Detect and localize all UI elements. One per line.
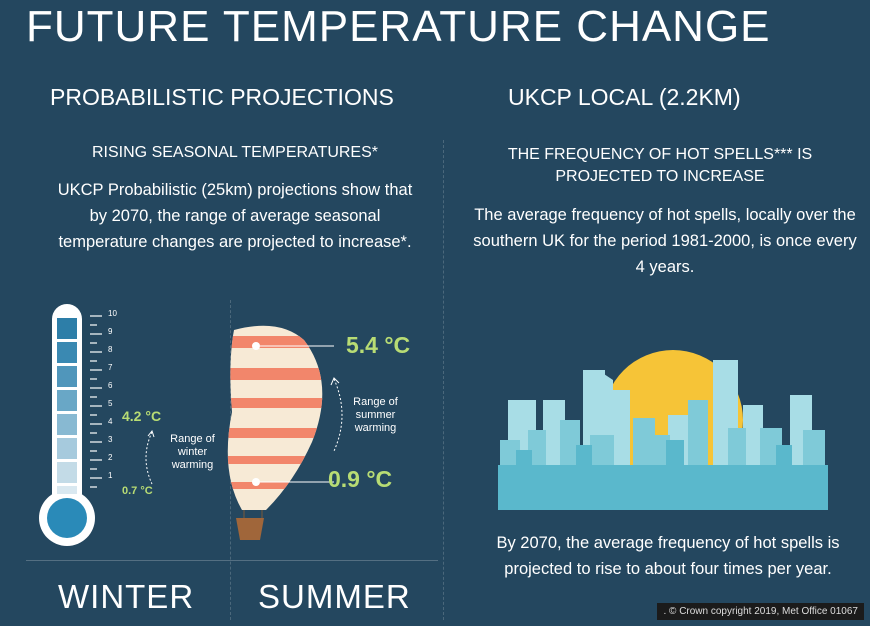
scale-label-4: 4 — [108, 417, 113, 426]
left-section-title: PROBABILISTIC PROJECTIONS — [50, 84, 394, 110]
scale-label-2: 2 — [108, 453, 113, 462]
thermometer — [39, 304, 95, 546]
scale-label-3: 3 — [108, 435, 113, 444]
left-subheading: RISING SEASONAL TEMPERATURES* — [92, 144, 378, 161]
winter-range-arrow — [145, 429, 155, 485]
balloon-basket — [236, 518, 264, 540]
summer-low-marker — [252, 478, 260, 486]
right-body-text: The average frequency of hot spells, loc… — [473, 206, 857, 276]
hot-air-balloon — [227, 325, 334, 540]
right-bottom-text: By 2070, the average frequency of hot sp… — [496, 534, 840, 578]
page-title: FUTURE TEMPERATURE CHANGE — [26, 2, 771, 51]
scale-label-9: 9 — [108, 327, 113, 336]
balloon-stripes — [227, 336, 323, 489]
summer-range-label: Range of summer warming — [353, 396, 398, 434]
scale-label-6: 6 — [108, 381, 113, 390]
thermometer-ticks — [90, 315, 102, 488]
left-body-text: UKCP Probabilistic (25km) projections sh… — [57, 181, 413, 251]
winter-low-value: 0.7 °C — [122, 485, 153, 497]
summer-high-value: 5.4 °C — [346, 332, 411, 358]
city-skyline-illustration — [498, 350, 828, 510]
right-subheading: THE FREQUENCY OF HOT SPELLS*** IS PROJEC… — [507, 146, 813, 185]
thermometer-bulb — [47, 498, 87, 538]
season-baseline — [26, 560, 438, 561]
scale-label-10: 10 — [108, 309, 117, 318]
scale-label-5: 5 — [108, 399, 113, 408]
scale-label-1: 1 — [108, 471, 113, 480]
winter-high-value: 4.2 °C — [122, 408, 162, 424]
center-divider — [443, 140, 444, 620]
winter-label: WINTER — [58, 578, 195, 615]
thermometer-segments — [57, 318, 77, 494]
thermometer-scale-labels: 10 9 8 7 6 5 4 3 2 1 — [108, 305, 122, 485]
summer-label: SUMMER — [258, 578, 411, 615]
scale-label-7: 7 — [108, 363, 113, 372]
scale-label-8: 8 — [108, 345, 113, 354]
summer-low-value: 0.9 °C — [328, 466, 393, 492]
right-section-title: UKCP LOCAL (2.2KM) — [508, 84, 741, 110]
summer-range-arrow — [330, 377, 343, 452]
skyline-front — [498, 440, 828, 510]
copyright-notice: . © Crown copyright 2019, Met Office 010… — [657, 603, 864, 620]
summer-high-marker — [252, 342, 260, 350]
winter-range-label: Range of winter warming — [170, 433, 215, 471]
